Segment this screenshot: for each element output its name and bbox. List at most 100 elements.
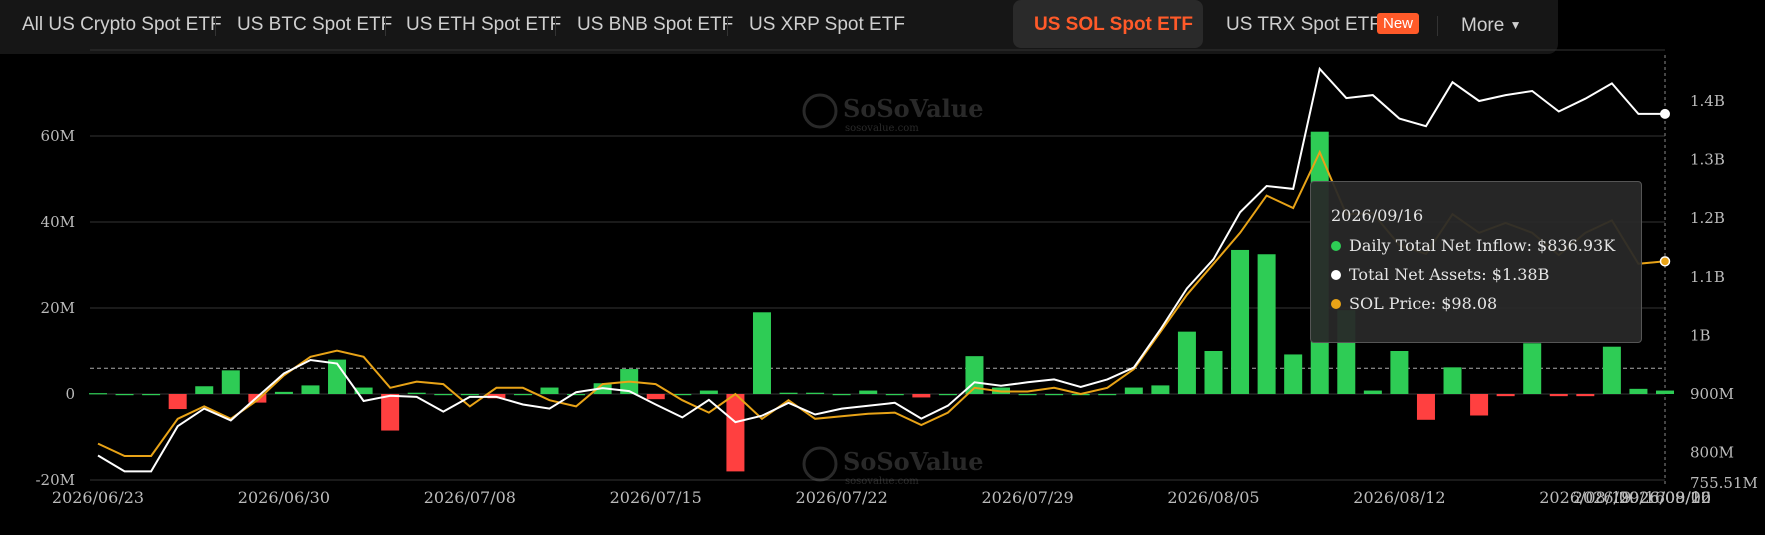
- inflow-bar: [806, 392, 825, 394]
- y-right-tick-label: 900M: [1690, 385, 1734, 403]
- inflow-bar: [1124, 387, 1143, 394]
- white-dot-icon: [1331, 270, 1341, 280]
- y-left-tick-label: 0: [65, 385, 75, 403]
- watermark-url: sosovalue.com: [845, 476, 919, 487]
- watermarks: SoSoValuesosovalue.comSoSoValuesosovalue…: [802, 93, 983, 487]
- inflow-bar: [699, 390, 718, 394]
- tab-us-btc-spot-etf[interactable]: US BTC Spot ETF: [237, 14, 393, 35]
- tab-us-bnb-spot-etf[interactable]: US BNB Spot ETF: [577, 14, 734, 35]
- tooltip-price-row: SOL Price: $98.08: [1331, 294, 1497, 313]
- watermark-brand: SoSoValue: [843, 447, 983, 476]
- y-left-tick-label: -20M: [35, 471, 75, 489]
- inflow-bar: [274, 391, 293, 394]
- green-dot-icon: [1331, 241, 1341, 251]
- x-tick-label: 2026/09/02: [1619, 488, 1711, 507]
- inflow-bar: [1443, 367, 1462, 394]
- inflow-bar: [1523, 343, 1542, 394]
- inflow-bar: [620, 369, 639, 394]
- inflow-bar: [328, 359, 347, 394]
- inflow-bar: [89, 393, 107, 395]
- y-right-tick-label: 1B: [1690, 326, 1711, 344]
- more-tabs-dropdown[interactable]: More ▼: [1461, 13, 1521, 37]
- y-right-tick-label: 1.1B: [1690, 268, 1725, 286]
- x-tick-label: 2026/09/16: [1573, 488, 1665, 507]
- inflow-bar: [992, 387, 1011, 394]
- inflow-bar: [1204, 351, 1223, 394]
- tab-us-xrp-spot-etf[interactable]: US XRP Spot ETF: [749, 14, 905, 35]
- x-tick-label: 2026/07/29: [981, 488, 1073, 507]
- inflow-bar: [1231, 249, 1250, 394]
- inflow-bar: [593, 383, 612, 394]
- inflow-bar: [885, 394, 904, 396]
- assets-marker: [1660, 108, 1670, 119]
- tab-us-trx-spot-etf[interactable]: US TRX Spot ETF: [1226, 14, 1381, 35]
- x-tick-label: 2026/07/22: [796, 488, 888, 507]
- inflow-bar: [1363, 390, 1382, 394]
- tooltip-inflow-row: Daily Total Net Inflow: $836.93K: [1331, 236, 1615, 255]
- chart-tooltip: 2026/09/16 Daily Total Net Inflow: $836.…: [1310, 181, 1642, 343]
- inflow-bar: [381, 394, 400, 431]
- x-tick-label: 2026/08/19: [1539, 488, 1631, 507]
- inflow-bar: [1098, 394, 1117, 396]
- inflow-bar: [487, 394, 506, 399]
- tab-separator: [215, 16, 216, 36]
- y-right-tick-label: 1.2B: [1690, 209, 1725, 227]
- caret-down-icon: ▼: [1509, 18, 1522, 32]
- inflow-bar: [195, 386, 214, 394]
- inflow-bar: [1257, 254, 1276, 394]
- tooltip-assets-row: Total Net Assets: $1.38B: [1331, 265, 1549, 284]
- y-left-tick-label: 20M: [41, 299, 75, 317]
- inflow-bar: [301, 385, 320, 394]
- inflow-bar: [1284, 354, 1303, 394]
- inflow-bar: [1656, 390, 1674, 394]
- price-marker: [1659, 256, 1671, 267]
- tab-separator: [1437, 16, 1438, 36]
- inflow-bar: [248, 394, 267, 403]
- y-right-tick-label: 1.4B: [1690, 92, 1725, 110]
- sosovalue-logo-icon: [802, 93, 838, 129]
- inflow-bar: [354, 387, 373, 394]
- inflow-bar: [540, 387, 559, 394]
- inflow-bar: [726, 394, 745, 472]
- inflow-bar: [168, 394, 187, 410]
- tab-us-sol-spot-etf[interactable]: US SOL Spot ETF: [1034, 14, 1194, 35]
- y-right-tick-label: 1.3B: [1690, 151, 1725, 169]
- inflow-bar: [460, 394, 479, 396]
- inflow-bar: [1018, 394, 1037, 396]
- y-right-tick-label: 755.51M: [1690, 474, 1758, 492]
- x-tick-label: 2026/07/08: [424, 488, 516, 507]
- y-left-tick-label: 40M: [41, 213, 75, 231]
- inflow-bar: [1496, 394, 1515, 397]
- tab-all-us-crypto-spot-etf[interactable]: All US Crypto Spot ETF: [22, 14, 222, 35]
- inflow-bar: [1470, 394, 1489, 416]
- y-left-tick-label: 60M: [41, 127, 75, 145]
- tab-separator: [385, 16, 386, 36]
- inflow-bar: [221, 370, 240, 394]
- inflow-bar: [1629, 388, 1648, 394]
- inflow-bar: [1416, 394, 1435, 420]
- x-tick-label: 2026/07/15: [610, 488, 702, 507]
- inflow-bar: [1390, 351, 1409, 394]
- new-badge: New: [1377, 13, 1420, 34]
- tab-us-eth-spot-etf[interactable]: US ETH Spot ETF: [406, 14, 562, 35]
- inflow-bar: [859, 390, 878, 394]
- inflow-bar: [912, 394, 931, 398]
- inflow-bar: [567, 394, 586, 396]
- inflow-bar: [1071, 394, 1090, 396]
- inflow-bar: [1045, 394, 1064, 396]
- etf-tab-bar: [0, 0, 1558, 54]
- inflow-bar: [646, 394, 665, 400]
- inflow-bar: [1576, 394, 1595, 397]
- inflow-bar: [513, 394, 532, 396]
- inflow-bar: [1549, 394, 1568, 397]
- active-tab-background: [1013, 0, 1203, 48]
- inflow-bar: [115, 394, 134, 396]
- inflow-bar: [142, 394, 161, 396]
- inflow-bar: [938, 394, 957, 396]
- tooltip-date: 2026/09/16: [1331, 206, 1424, 225]
- inflow-bar: [1151, 385, 1170, 394]
- inflow-bar: [779, 392, 798, 394]
- x-tick-label: 2026/06/30: [238, 488, 330, 507]
- tooltip-inflow-label: Daily Total Net Inflow: $836.93K: [1349, 236, 1616, 255]
- y-right-tick-label: 800M: [1690, 444, 1734, 462]
